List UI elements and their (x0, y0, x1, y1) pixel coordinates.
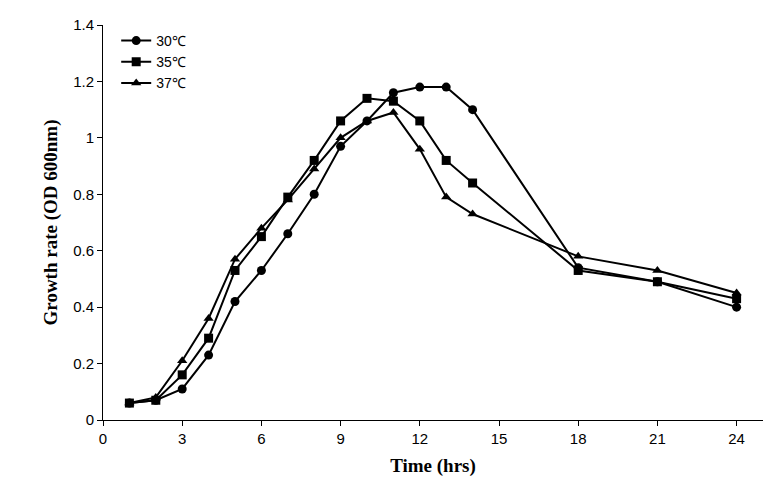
svg-text:Time (hrs): Time (hrs) (390, 455, 476, 477)
svg-text:3: 3 (178, 430, 186, 447)
svg-text:1: 1 (86, 129, 94, 146)
svg-text:12: 12 (411, 430, 428, 447)
svg-text:37℃: 37℃ (156, 75, 186, 91)
svg-text:6: 6 (257, 430, 265, 447)
svg-text:0: 0 (99, 430, 107, 447)
svg-text:21: 21 (649, 430, 666, 447)
svg-text:0.6: 0.6 (73, 242, 94, 259)
svg-text:0.2: 0.2 (73, 355, 94, 372)
svg-text:Growth rate (OD 600nm): Growth rate (OD 600nm) (40, 120, 62, 326)
svg-text:0: 0 (86, 411, 94, 428)
svg-text:30℃: 30℃ (156, 33, 186, 49)
svg-text:18: 18 (570, 430, 587, 447)
svg-text:0.4: 0.4 (73, 298, 94, 315)
svg-text:35℃: 35℃ (156, 54, 186, 70)
svg-text:1.2: 1.2 (73, 73, 94, 90)
svg-text:15: 15 (491, 430, 508, 447)
svg-text:1.4: 1.4 (73, 16, 94, 33)
svg-text:24: 24 (728, 430, 745, 447)
svg-text:0.8: 0.8 (73, 186, 94, 203)
svg-text:9: 9 (336, 430, 344, 447)
